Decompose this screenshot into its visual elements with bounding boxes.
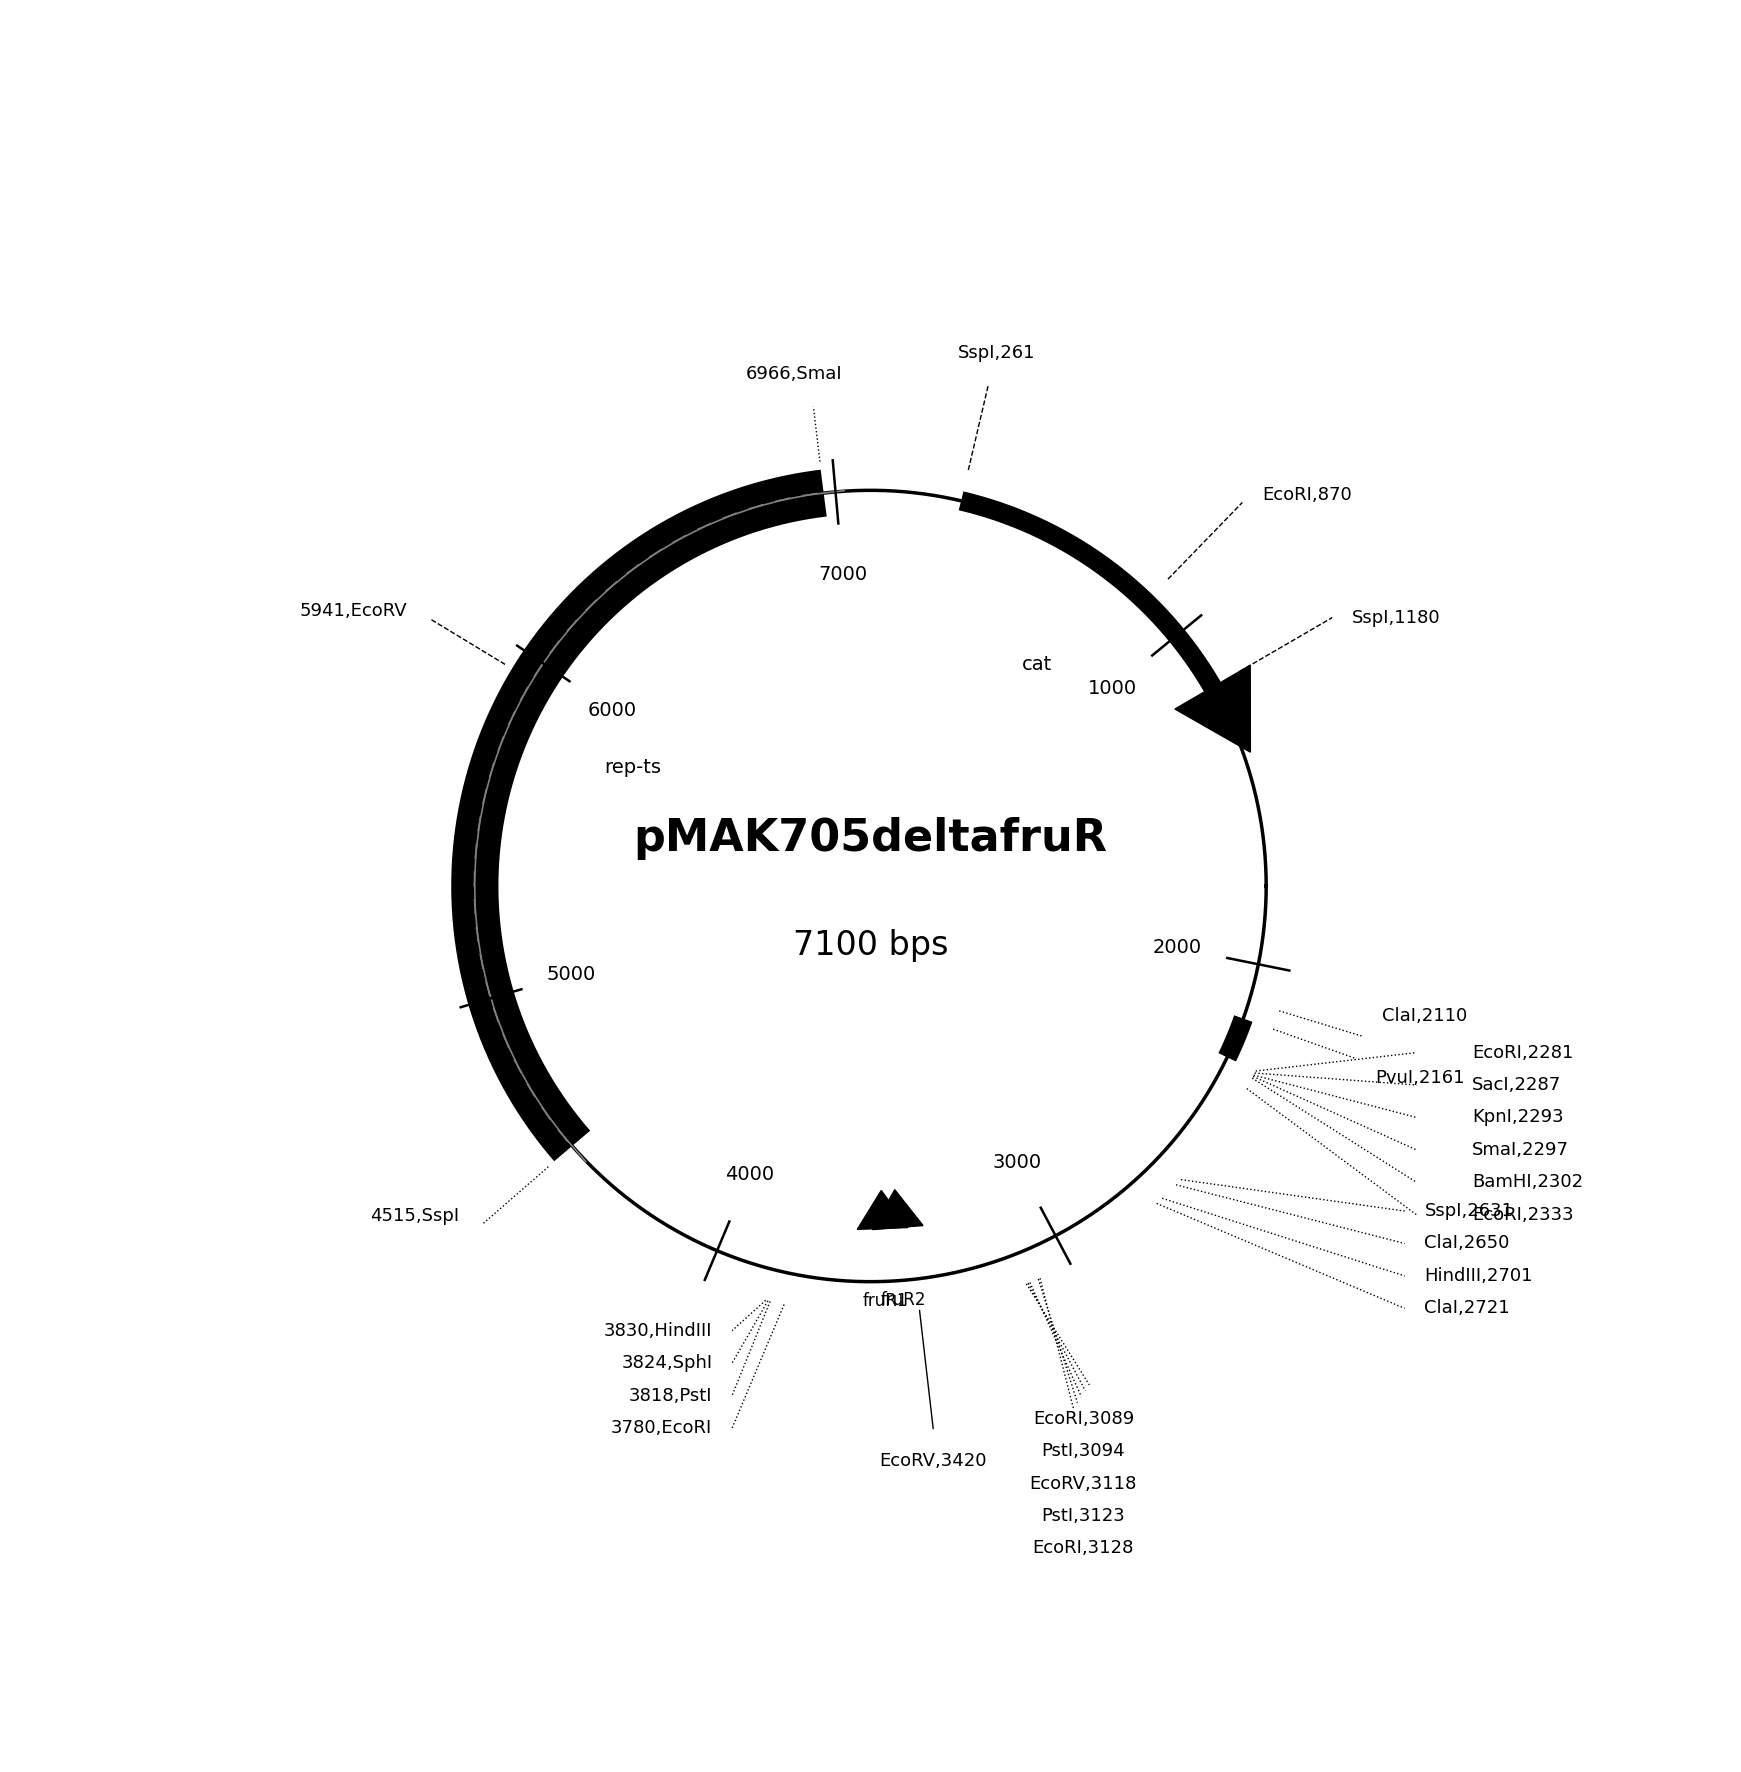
Text: 4515,SspI: 4515,SspI (369, 1207, 460, 1224)
Polygon shape (1175, 664, 1250, 751)
Text: EcoRI,2281: EcoRI,2281 (1471, 1044, 1574, 1061)
Text: EcoRI,870: EcoRI,870 (1262, 486, 1351, 503)
Text: EcoRI,3089: EcoRI,3089 (1032, 1409, 1133, 1428)
Text: fruR2: fruR2 (881, 1292, 926, 1310)
Text: cat: cat (1022, 656, 1052, 673)
Text: EcoRV,3420: EcoRV,3420 (879, 1453, 987, 1471)
Text: 7100 bps: 7100 bps (792, 929, 949, 962)
Text: EcoRI,3128: EcoRI,3128 (1032, 1540, 1133, 1558)
Text: 3830,HindIII: 3830,HindIII (604, 1322, 712, 1340)
Text: rep-ts: rep-ts (604, 758, 662, 776)
Text: ClaI,2650: ClaI,2650 (1424, 1235, 1509, 1253)
Text: 6000: 6000 (587, 700, 637, 719)
Polygon shape (872, 1189, 923, 1230)
Text: 3818,PstI: 3818,PstI (629, 1386, 712, 1405)
Text: 3000: 3000 (992, 1154, 1041, 1171)
Text: fruR1: fruR1 (862, 1292, 909, 1310)
Text: SspI,1180: SspI,1180 (1353, 608, 1442, 627)
Polygon shape (857, 1191, 909, 1230)
Text: BamHI,2302: BamHI,2302 (1471, 1173, 1583, 1191)
Text: SacI,2287: SacI,2287 (1471, 1076, 1562, 1093)
Text: 1000: 1000 (1088, 679, 1137, 698)
Text: 4000: 4000 (724, 1164, 773, 1184)
Text: EcoRV,3118: EcoRV,3118 (1029, 1474, 1137, 1492)
Text: PvuI,2161: PvuI,2161 (1375, 1069, 1464, 1086)
Text: 3824,SphI: 3824,SphI (622, 1354, 712, 1372)
Text: 5941,EcoRV: 5941,EcoRV (299, 602, 407, 620)
Text: PstI,3094: PstI,3094 (1041, 1442, 1125, 1460)
Text: PstI,3123: PstI,3123 (1041, 1506, 1125, 1526)
Text: 7000: 7000 (818, 565, 867, 585)
Text: 6966,SmaI: 6966,SmaI (745, 365, 843, 383)
Text: SmaI,2297: SmaI,2297 (1471, 1141, 1569, 1159)
Text: 5000: 5000 (547, 966, 595, 983)
Text: SspI,261: SspI,261 (958, 344, 1034, 361)
Text: SspI,2631: SspI,2631 (1424, 1201, 1513, 1221)
Text: EcoRI,2333: EcoRI,2333 (1471, 1205, 1574, 1224)
Text: 3780,EcoRI: 3780,EcoRI (611, 1419, 712, 1437)
Text: 2000: 2000 (1153, 939, 1201, 957)
Text: ClaI,2721: ClaI,2721 (1424, 1299, 1509, 1317)
Text: pMAK705deltafruR: pMAK705deltafruR (634, 817, 1107, 859)
Text: HindIII,2701: HindIII,2701 (1424, 1267, 1534, 1285)
Text: KpnI,2293: KpnI,2293 (1471, 1109, 1563, 1127)
Text: ClaI,2110: ClaI,2110 (1382, 1008, 1468, 1026)
